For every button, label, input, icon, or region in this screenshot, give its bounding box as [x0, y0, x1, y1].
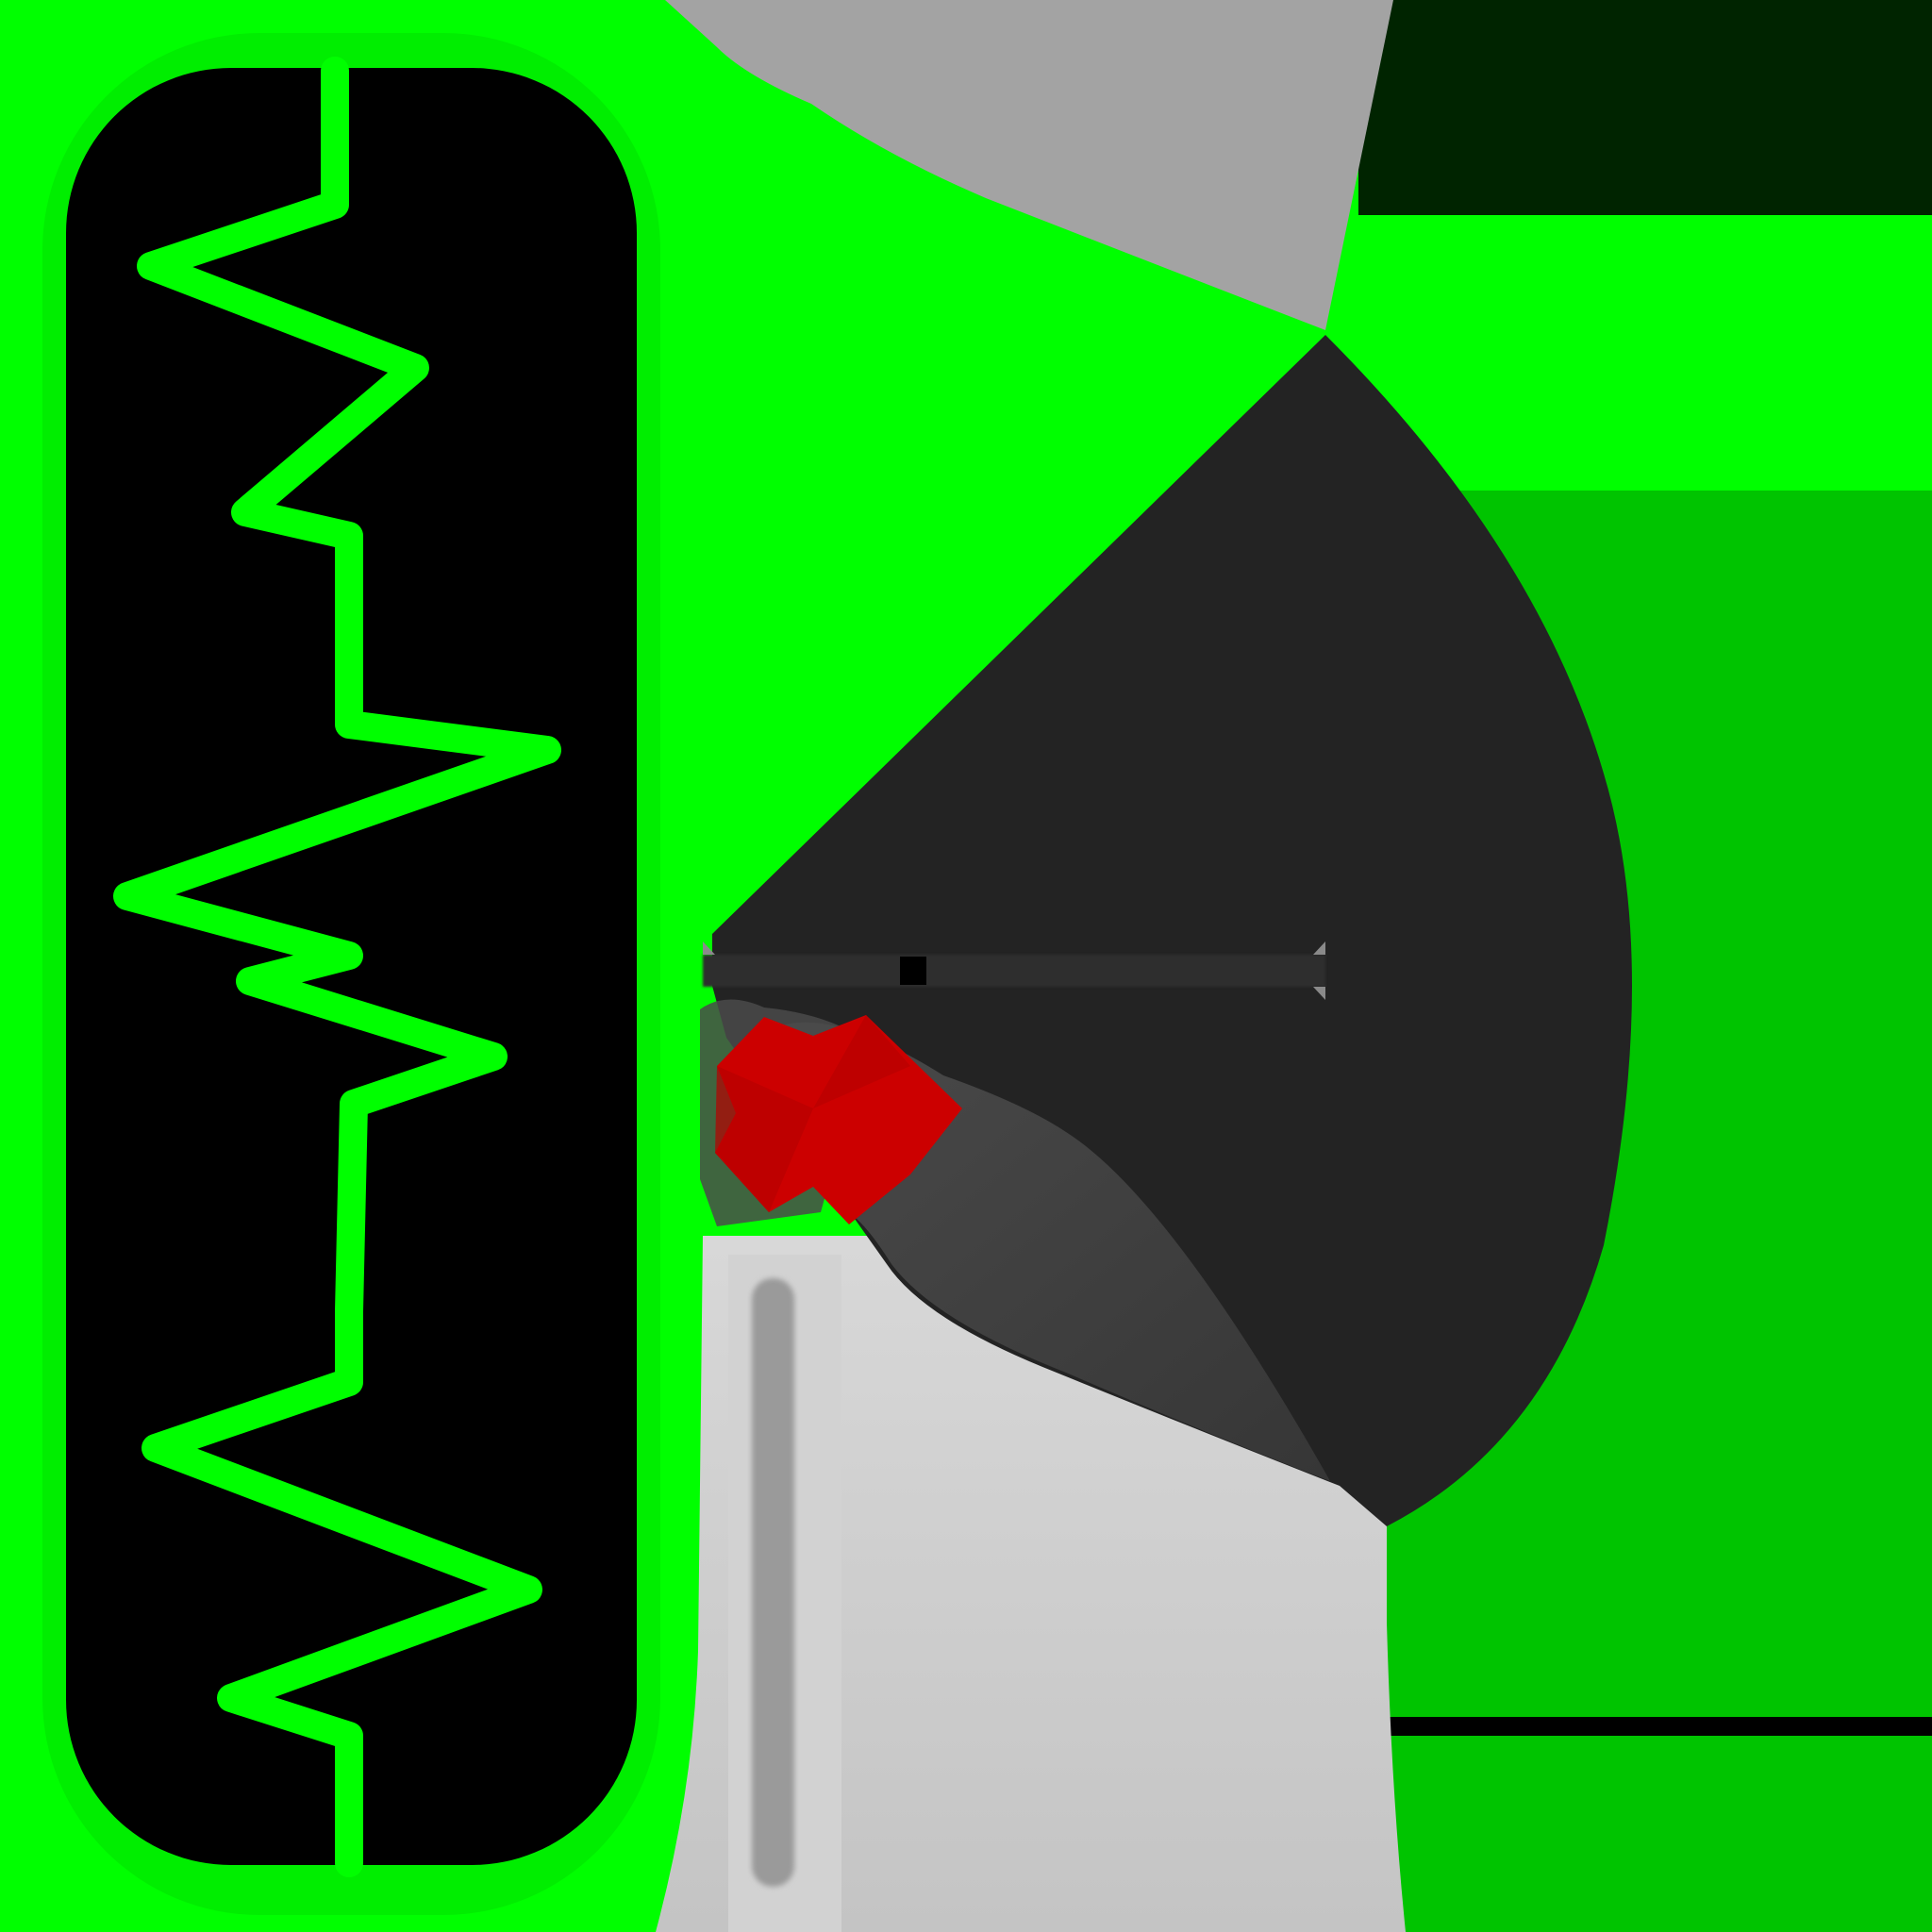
close-x-icon[interactable] [715, 1015, 962, 1224]
right-divider-line [1387, 1717, 1932, 1736]
zigzag-waveform-icon [113, 57, 561, 1877]
bar-right-tick-low [1313, 987, 1325, 1000]
horizontal-bar-knob[interactable] [900, 957, 926, 985]
bar-right-tick [1313, 941, 1325, 955]
bar-left-tick [703, 941, 715, 955]
top-right-dark-strip [1358, 0, 1932, 215]
horizontal-bar [703, 955, 1325, 987]
vertical-slider-icon[interactable] [752, 1278, 794, 1887]
top-gray-region [665, 0, 1393, 330]
